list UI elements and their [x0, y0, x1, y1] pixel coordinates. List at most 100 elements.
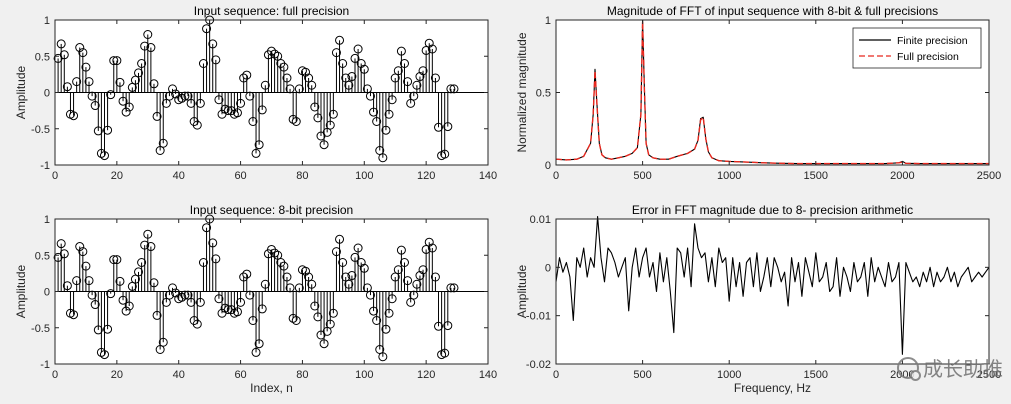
x-tick-label: 100: [355, 170, 373, 182]
stem-marker: [369, 107, 379, 117]
y-tick-label: 0: [44, 88, 50, 100]
stem-marker: [254, 140, 264, 150]
stem-marker: [347, 271, 357, 281]
stem-marker: [202, 24, 212, 34]
stem-marker: [310, 301, 320, 311]
stem-marker: [387, 294, 397, 304]
stem-marker: [356, 59, 366, 68]
stem-marker: [353, 243, 363, 253]
stem-marker: [440, 149, 450, 159]
stem-marker: [106, 289, 116, 299]
stem-marker: [403, 276, 413, 286]
x-tick-label: 0: [553, 170, 559, 182]
stem-marker: [115, 77, 125, 87]
y-tick-label: -0.02: [526, 359, 551, 371]
stem-marker: [236, 98, 246, 108]
stem-marker: [81, 261, 91, 271]
stem-marker: [124, 102, 134, 112]
stem-marker: [180, 290, 190, 300]
stem-marker: [325, 120, 335, 130]
stem-marker: [121, 107, 131, 117]
y-tick-label: -0.01: [526, 311, 551, 323]
stem-marker: [59, 249, 69, 259]
stem-marker: [171, 89, 181, 99]
legend-label: Full precision: [897, 51, 959, 63]
stem-marker: [149, 79, 159, 89]
y-tick-label: -0.5: [31, 323, 50, 335]
x-tick-label: 2500: [977, 170, 1001, 182]
stem-marker: [285, 84, 295, 94]
stem-marker: [69, 111, 79, 121]
stem-marker: [236, 297, 246, 307]
stem-marker: [353, 44, 363, 54]
stem-marker: [356, 258, 366, 267]
x-tick-label: 20: [111, 369, 123, 381]
stem-marker: [288, 313, 298, 323]
x-tick-label: 100: [355, 369, 373, 381]
chart-title: Magnitude of FFT of input sequence with …: [607, 4, 938, 18]
stem-marker: [282, 73, 292, 83]
stem-marker: [96, 347, 106, 357]
stem-marker: [90, 300, 100, 310]
stem-marker: [257, 304, 267, 314]
x-tick-label: 500: [633, 369, 651, 381]
y-tick-label: 1: [44, 214, 50, 226]
stem-marker: [415, 271, 425, 281]
y-axis-label: Amplitude: [14, 66, 28, 120]
stem-marker: [103, 125, 113, 135]
stem-marker: [301, 67, 311, 77]
stem-marker: [214, 294, 224, 304]
stem-marker: [168, 283, 178, 293]
stem-marker: [171, 288, 181, 298]
stem-marker: [396, 46, 406, 56]
legend: Finite precision Full precision: [852, 27, 982, 69]
stem-marker: [291, 316, 301, 325]
stem-marker: [198, 59, 208, 68]
chat-bubble-icon: [897, 356, 921, 381]
stem-marker: [369, 306, 379, 316]
stem-marker: [399, 59, 409, 68]
stem-marker: [301, 266, 311, 276]
stem-marker: [211, 55, 221, 65]
stem-marker: [313, 113, 323, 123]
chart-title: Input sequence: full precision: [194, 4, 349, 18]
stem-marker: [409, 290, 419, 300]
y-tick-label: 0: [545, 160, 551, 172]
stem-marker: [418, 265, 428, 275]
stem-marker: [84, 77, 94, 87]
watermark-text: 成长助推: [923, 357, 1003, 381]
stem-marker: [118, 96, 128, 106]
stem-marker: [202, 223, 212, 233]
stem-marker: [72, 276, 82, 286]
y-axis-label: Amplitude: [14, 265, 28, 319]
stem-marker: [294, 84, 304, 94]
stem-marker: [372, 316, 382, 325]
stem-marker: [313, 312, 323, 322]
stem-marker: [307, 80, 317, 90]
x-tick-label: 40: [173, 170, 185, 182]
x-axis-label: Index, n: [250, 381, 293, 395]
stem-marker: [270, 49, 280, 59]
stem-marker: [59, 50, 69, 60]
stem-marker: [424, 38, 434, 48]
stem-marker: [96, 148, 106, 158]
stem-marker: [412, 279, 422, 289]
stem-marker: [381, 324, 391, 334]
stem-marker: [427, 44, 437, 54]
stem-marker: [378, 352, 388, 362]
stem-marker: [291, 117, 301, 126]
stem-marker: [99, 350, 109, 360]
x-tick-label: 120: [417, 369, 435, 381]
stem-marker: [124, 301, 134, 311]
stem-marker: [115, 276, 125, 286]
stem-marker: [446, 283, 456, 293]
stem-marker: [409, 91, 419, 101]
x-tick-label: 20: [111, 170, 123, 182]
stem-marker: [158, 337, 168, 347]
stem-marker: [198, 258, 208, 267]
stem-marker: [440, 348, 450, 358]
stem-marker: [208, 39, 218, 49]
x-tick-label: 120: [417, 170, 435, 182]
x-tick-label: 1000: [717, 170, 741, 182]
stem-marker: [143, 30, 153, 39]
